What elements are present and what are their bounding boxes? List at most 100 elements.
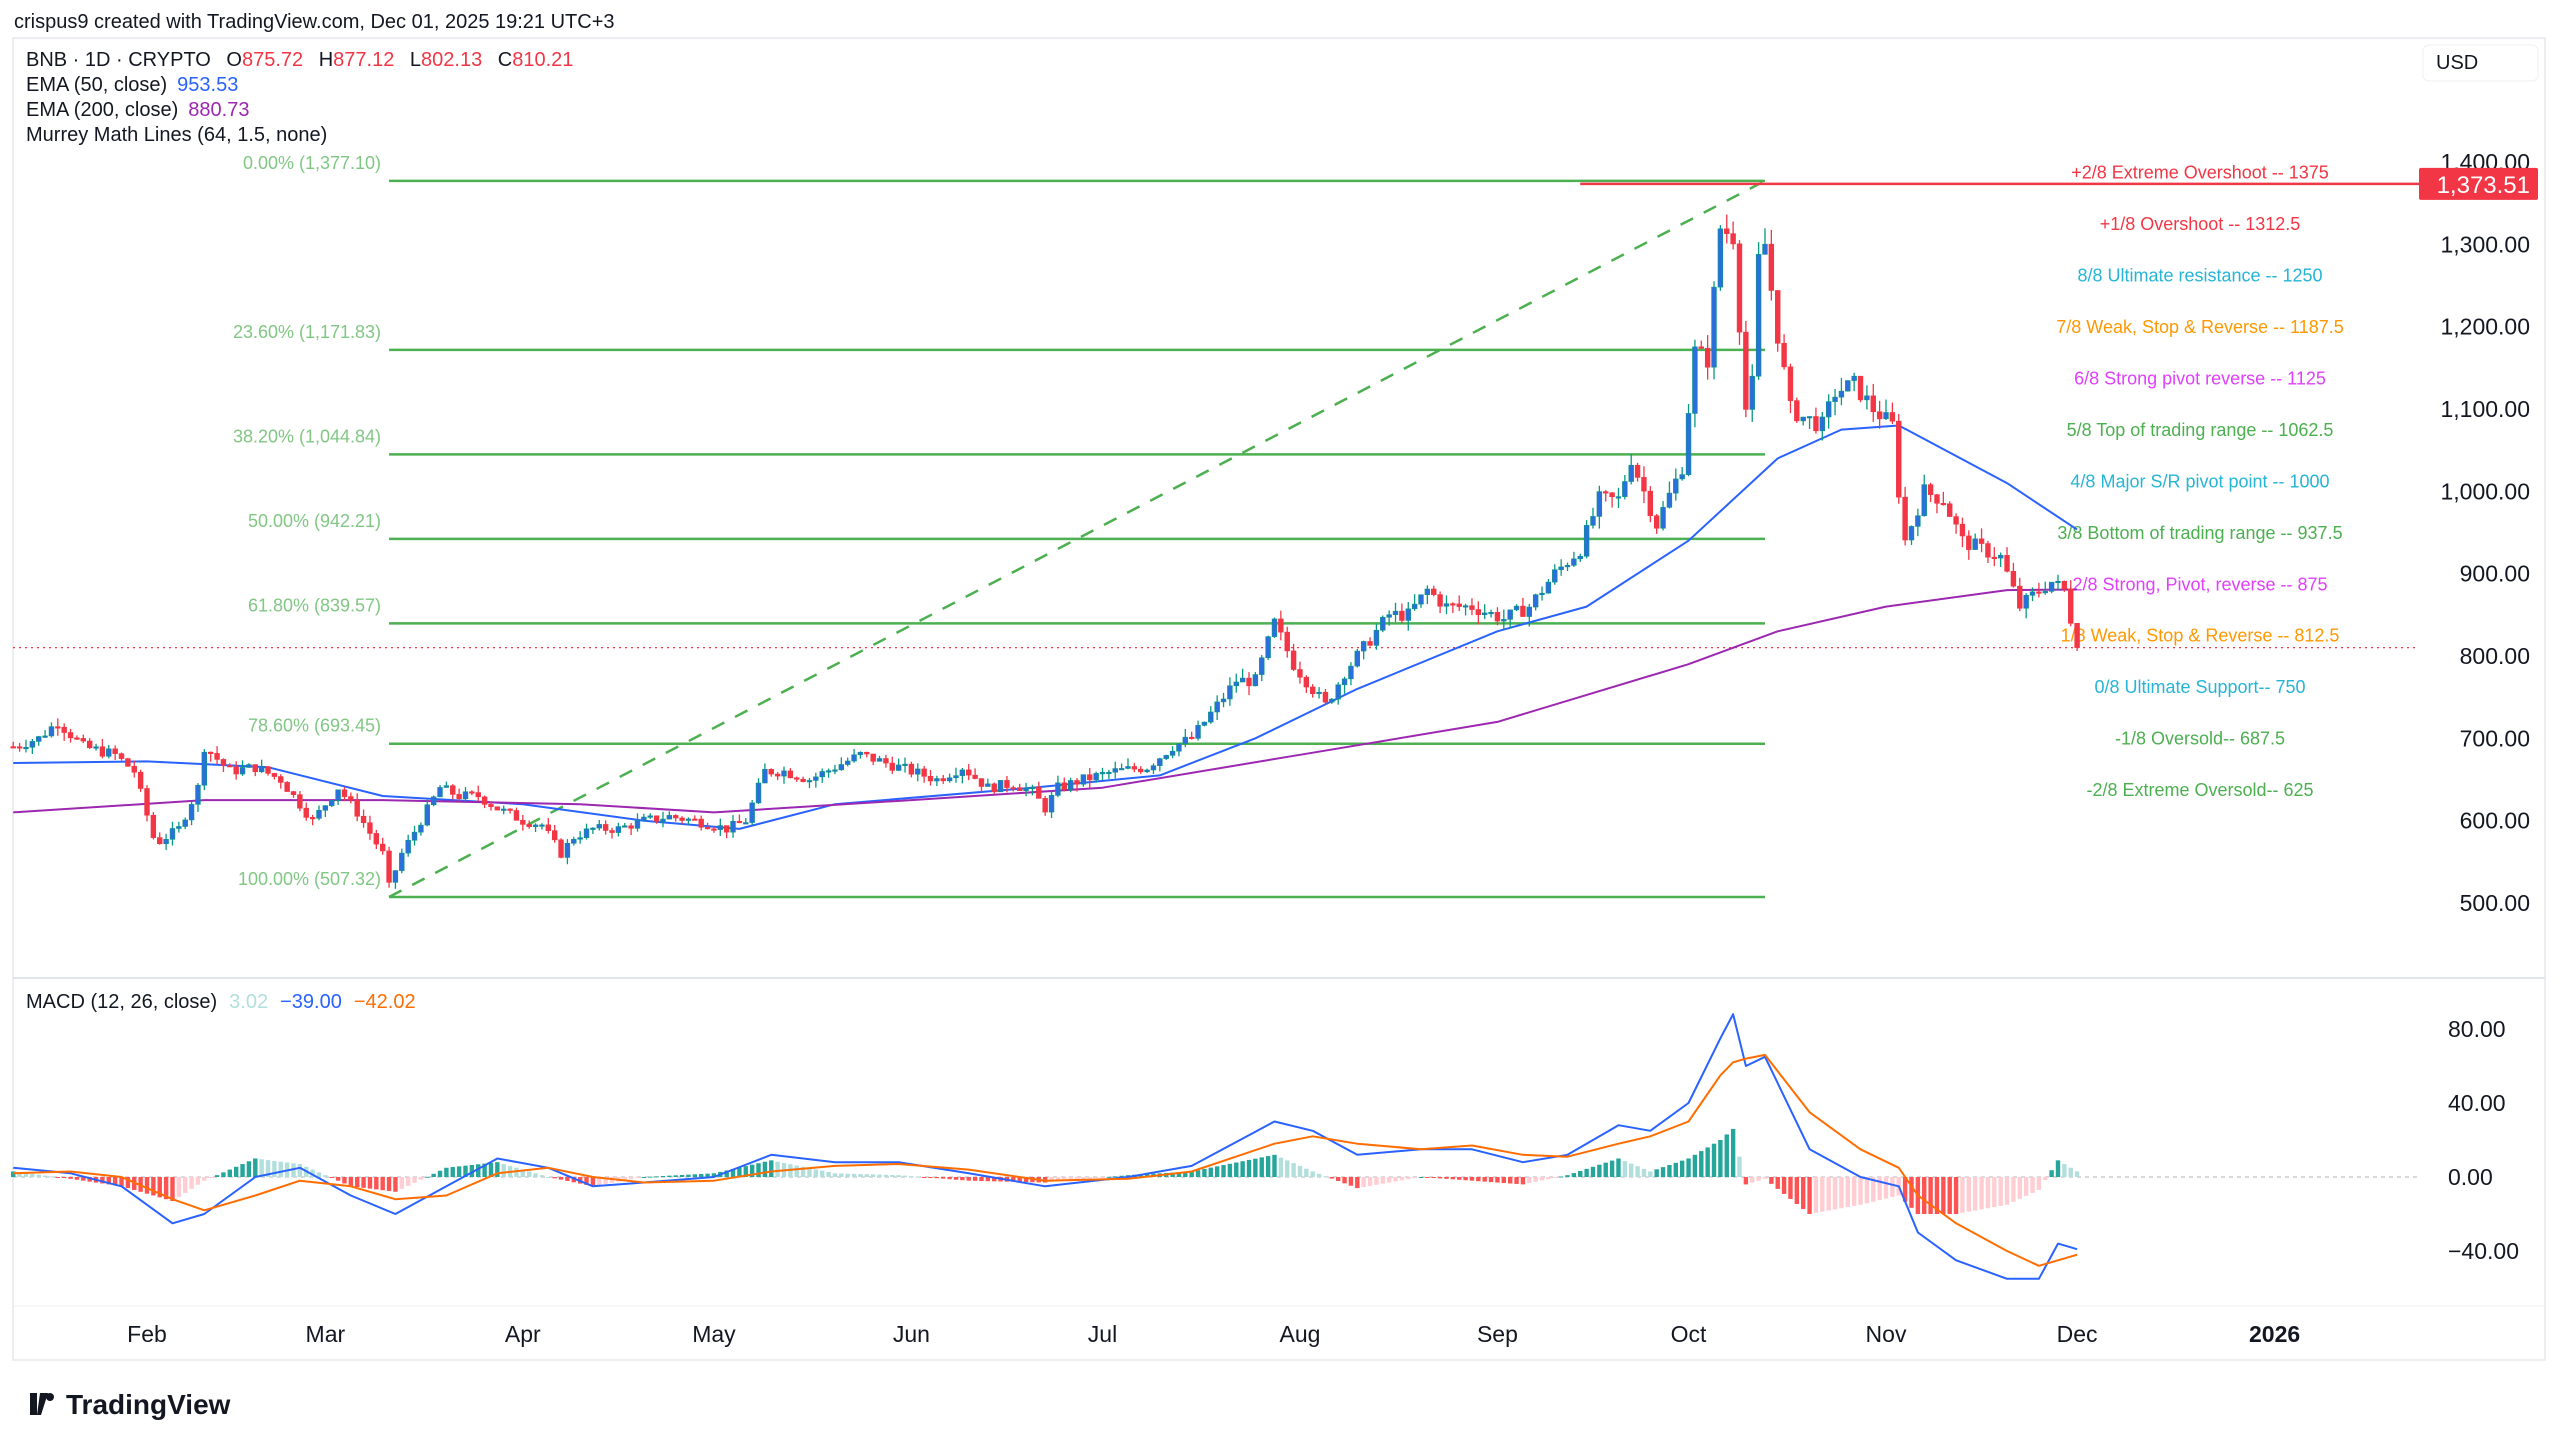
price-axis-tick: 600.00 bbox=[2460, 808, 2530, 834]
candle-body bbox=[1061, 782, 1067, 790]
candle bbox=[1475, 601, 1482, 625]
candle-body bbox=[1163, 755, 1169, 759]
candle-body bbox=[1055, 782, 1061, 796]
candle-body bbox=[1016, 787, 1023, 791]
candle bbox=[1685, 404, 1692, 477]
macd-histogram-bar bbox=[1756, 1177, 1761, 1181]
macd-histogram-bar bbox=[1941, 1177, 1946, 1214]
candle-body bbox=[443, 785, 450, 788]
candle-body bbox=[1093, 773, 1099, 781]
candle bbox=[615, 822, 622, 837]
candle-body bbox=[978, 778, 985, 787]
candle-body bbox=[666, 815, 673, 820]
candle bbox=[74, 735, 80, 740]
candle-body bbox=[953, 775, 959, 779]
candle-body bbox=[692, 818, 698, 821]
macd-histogram-bar bbox=[896, 1175, 901, 1177]
candle bbox=[794, 776, 800, 782]
candle-body bbox=[10, 746, 16, 749]
candle bbox=[316, 805, 322, 821]
candle bbox=[1513, 604, 1520, 612]
candle-body bbox=[844, 760, 851, 765]
candle bbox=[1431, 585, 1437, 597]
tradingview-logo[interactable]: TradingView bbox=[16, 1389, 231, 1420]
candle-body bbox=[787, 770, 794, 779]
candle bbox=[1087, 768, 1093, 788]
candle bbox=[360, 809, 367, 828]
candle bbox=[220, 758, 227, 772]
candle bbox=[832, 764, 838, 775]
currency-selector[interactable]: USD bbox=[2422, 44, 2539, 82]
candle-body bbox=[1201, 721, 1208, 726]
candle bbox=[481, 795, 488, 809]
candle-body bbox=[1947, 503, 1953, 517]
macd-histogram-bar bbox=[1437, 1177, 1443, 1179]
candle bbox=[1749, 364, 1755, 422]
candle-body bbox=[609, 830, 615, 833]
macd-histogram-bar bbox=[1214, 1166, 1220, 1177]
macd-histogram-bar bbox=[81, 1177, 86, 1181]
macd-histogram-bar bbox=[1686, 1158, 1691, 1177]
macd-histogram-bar bbox=[1699, 1151, 1704, 1177]
candle bbox=[1067, 777, 1074, 793]
macd-histogram-bar bbox=[1183, 1171, 1188, 1177]
macd-histogram-bar bbox=[1813, 1177, 1819, 1213]
candle-body bbox=[1730, 233, 1736, 245]
macd-histogram-bar bbox=[119, 1177, 124, 1187]
macd-histogram-bar bbox=[870, 1174, 876, 1177]
candle-body bbox=[386, 850, 392, 883]
ema200-legend[interactable]: EMA (200, close) 880.73 bbox=[26, 99, 249, 121]
candle-body bbox=[265, 766, 271, 774]
macd-histogram-bar bbox=[253, 1158, 258, 1177]
candle bbox=[1341, 676, 1348, 694]
candle bbox=[1233, 673, 1239, 693]
candle bbox=[698, 815, 704, 831]
candle bbox=[602, 820, 609, 835]
macd-histogram-bar bbox=[1622, 1161, 1628, 1177]
candle-body bbox=[1329, 698, 1335, 703]
murrey-level-label: +2/8 Extreme Overshoot -- 1375 bbox=[2071, 163, 2329, 183]
candle bbox=[329, 799, 335, 808]
candle-body bbox=[1921, 484, 1927, 516]
macd-histogram-bar bbox=[1794, 1177, 1800, 1204]
macd-histogram-bar bbox=[1367, 1177, 1373, 1186]
macd-histogram-bar bbox=[1705, 1147, 1710, 1177]
macd-histogram-bar bbox=[348, 1177, 354, 1187]
macd-histogram-bar bbox=[2011, 1177, 2016, 1202]
macd-histogram-bar bbox=[749, 1164, 755, 1177]
candle bbox=[1482, 604, 1488, 620]
macd-histogram-bar bbox=[1890, 1177, 1895, 1198]
macd-histogram-bar bbox=[227, 1169, 233, 1177]
candle-body bbox=[1252, 674, 1259, 687]
candle-body bbox=[1857, 375, 1864, 401]
macd-histogram-bar bbox=[622, 1177, 627, 1181]
candle bbox=[921, 765, 927, 783]
candle bbox=[182, 817, 188, 830]
candle-body bbox=[653, 815, 660, 822]
candle bbox=[55, 718, 61, 736]
macd-histogram-bar bbox=[660, 1175, 666, 1177]
macd-legend[interactable]: MACD (12, 26, close) 3.02 −39.00 −42.02 bbox=[26, 991, 416, 1013]
candle-body bbox=[290, 791, 297, 795]
candle-body bbox=[1239, 677, 1246, 683]
candle bbox=[571, 836, 577, 846]
fibonacci-retracement[interactable]: 0.00% (1,377.10) 23.60% (1,171.83) 38.20% … bbox=[13, 153, 2419, 899]
candle-body bbox=[1653, 515, 1660, 529]
candle bbox=[1246, 672, 1252, 696]
candle-body bbox=[774, 773, 781, 777]
candle-body bbox=[86, 740, 93, 748]
candle bbox=[227, 763, 233, 768]
ema50-legend[interactable]: EMA (50, close) 953.53 bbox=[26, 74, 238, 96]
candle bbox=[1889, 402, 1896, 425]
macd-histogram-bar bbox=[858, 1174, 863, 1177]
candle-body bbox=[1628, 464, 1634, 482]
macd-histogram-bar bbox=[679, 1174, 685, 1177]
candle-body bbox=[1405, 608, 1411, 621]
candle-body bbox=[1367, 641, 1373, 646]
candle bbox=[1921, 474, 1927, 517]
price-axis-tick: 500.00 bbox=[2460, 890, 2530, 916]
candle-body bbox=[252, 764, 258, 773]
candle bbox=[1545, 579, 1552, 594]
candle-body bbox=[67, 732, 74, 739]
murrey-legend[interactable]: Murrey Math Lines (64, 1.5, none) bbox=[26, 124, 327, 146]
